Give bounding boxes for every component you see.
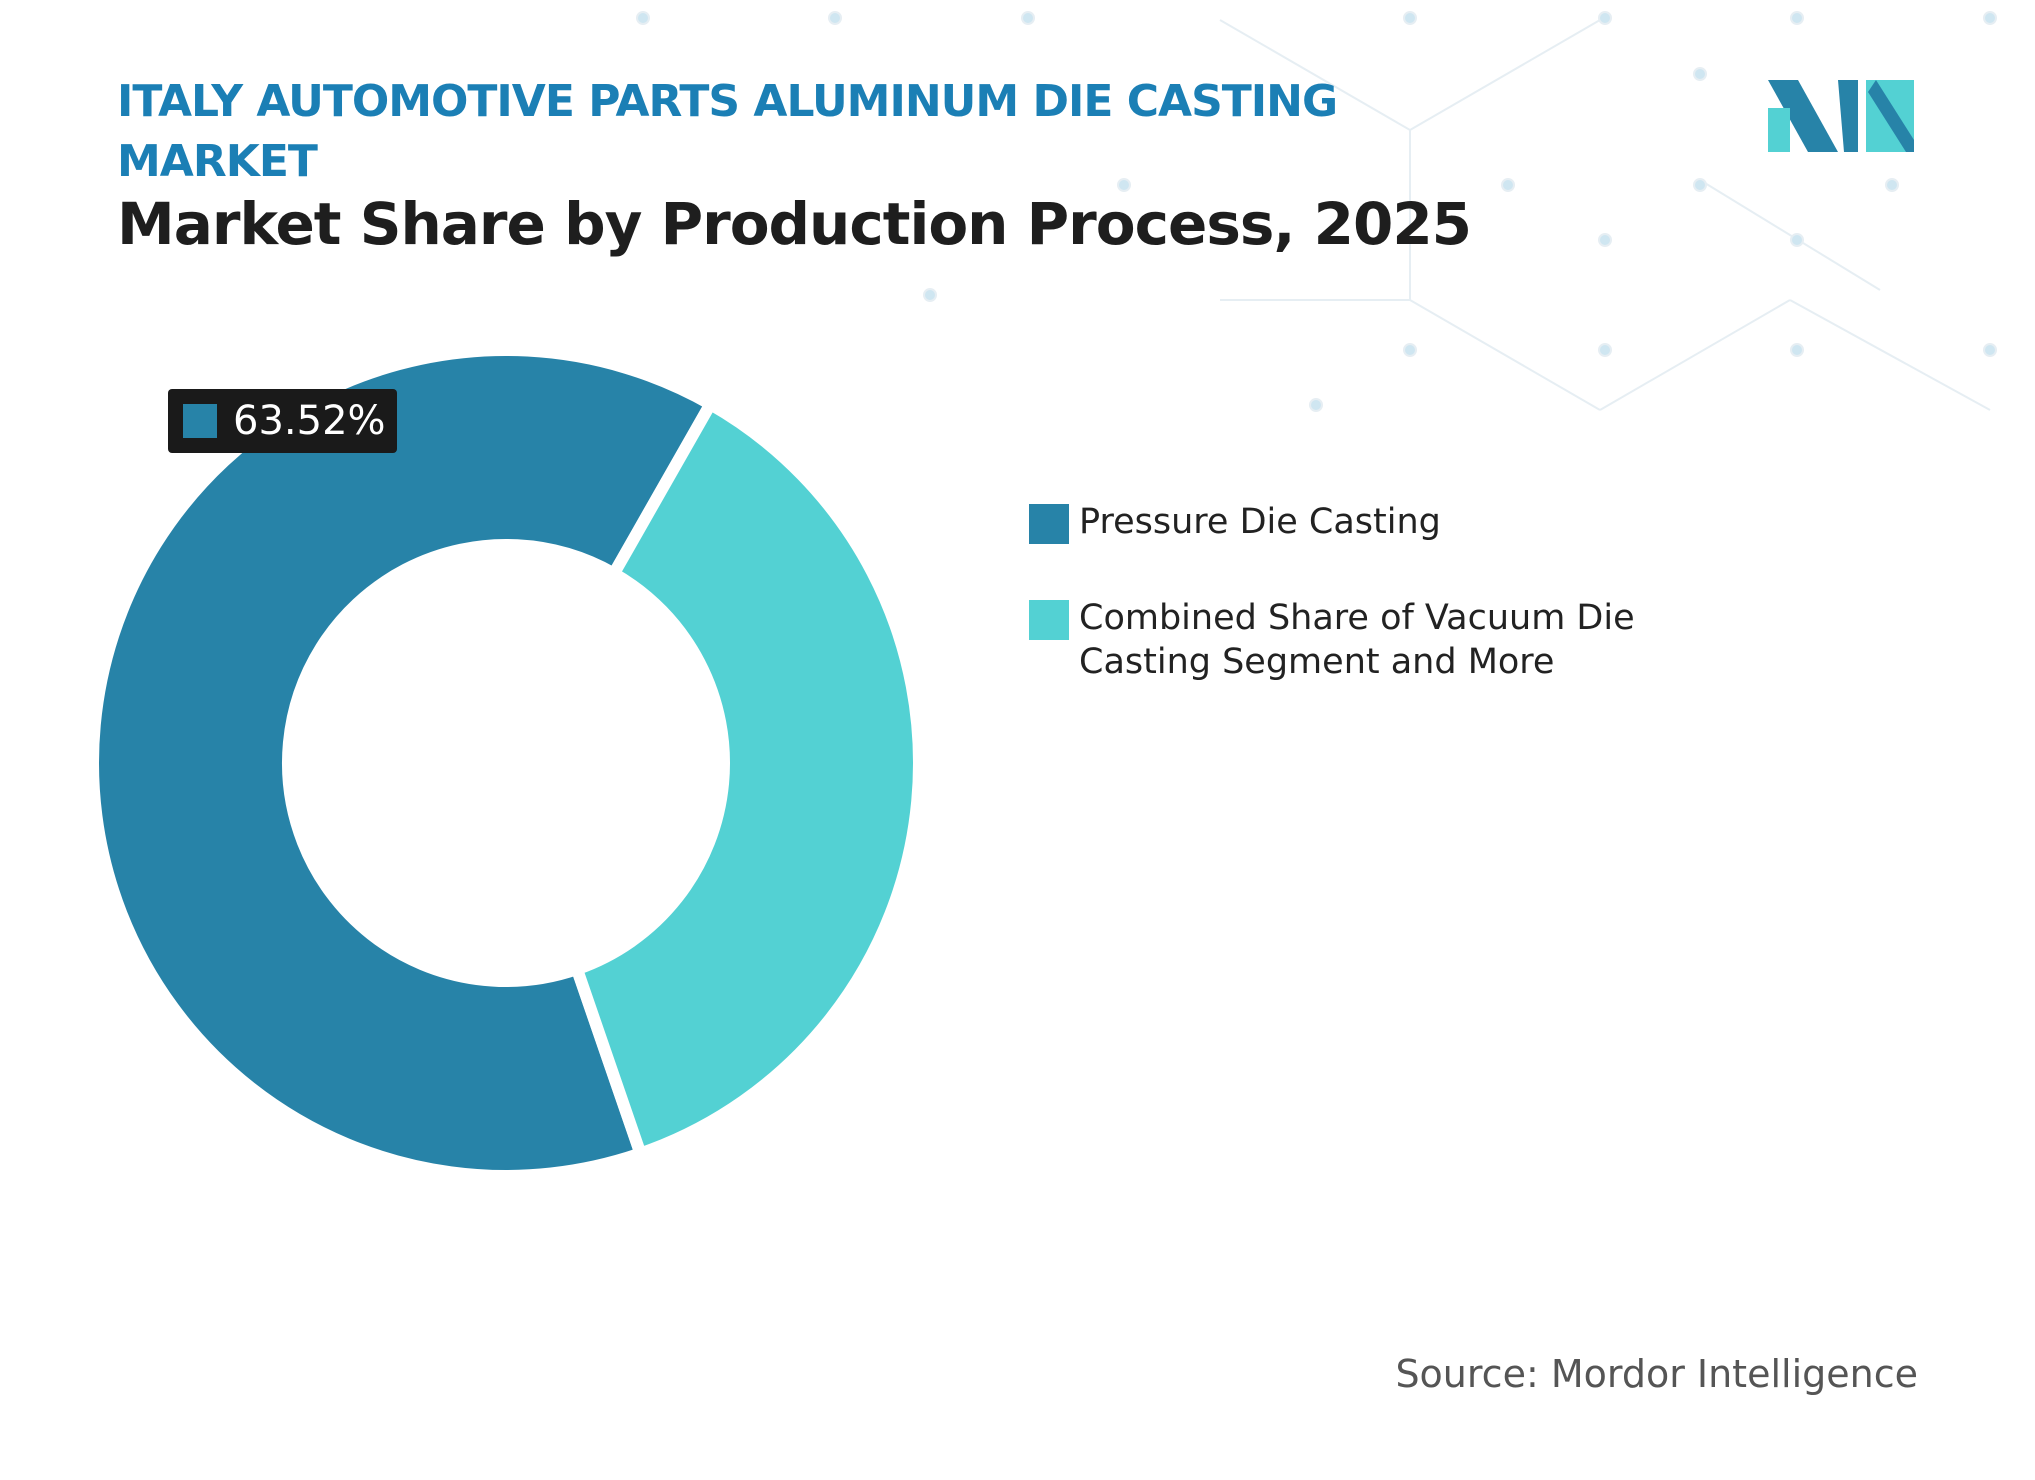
legend: Pressure Die Casting Combined Share of Va… (1029, 500, 1729, 736)
legend-label: Pressure Die Casting (1079, 502, 1441, 542)
legend-swatch (1029, 600, 1069, 640)
donut-slice (569, 395, 925, 1162)
chart-title: ITALY AUTOMOTIVE PARTS ALUMINUM DIE CAST… (117, 76, 1338, 187)
donut-slice (87, 344, 719, 1182)
legend-swatch (1029, 504, 1069, 544)
label-swatch (183, 404, 217, 438)
data-label: 63.52% (168, 389, 397, 453)
donut (87, 344, 925, 1182)
label-box (168, 389, 397, 453)
source: Source: Mordor Intelligence (1395, 1352, 1918, 1396)
data-label-text: 63.52% (233, 398, 386, 444)
legend-item: Combined Share of Vacuum Die Casting Seg… (1029, 596, 1729, 684)
legend-item: Pressure Die Casting (1029, 500, 1729, 544)
legend-label: Combined Share of Vacuum Die Casting Seg… (1079, 598, 1635, 682)
chart-subtitle: Market Share by Production Process, 2025 (117, 190, 1472, 258)
background-network (636, 11, 1997, 412)
logo (1768, 80, 1914, 152)
